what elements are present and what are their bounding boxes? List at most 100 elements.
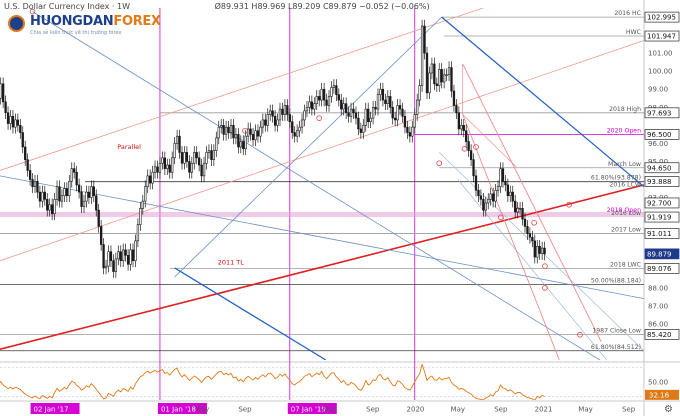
candle-body-217 (479, 195, 483, 200)
candle-body-198 (433, 63, 436, 85)
pivot-marker-8 (531, 220, 537, 226)
candle-body-203 (445, 74, 448, 76)
candle-body-77 (136, 224, 140, 242)
y-tick-0: 86.00 (648, 320, 668, 328)
candle-body-153 (322, 88, 326, 101)
candle-body-83 (151, 171, 154, 184)
candle-body-149 (313, 103, 316, 110)
candle-body-121 (244, 135, 247, 150)
candle-body-35 (33, 180, 37, 188)
candle-body-170 (364, 108, 367, 126)
candle-body-139 (288, 114, 291, 123)
pivot-marker-3 (436, 160, 443, 167)
pivot-marker-5 (473, 144, 479, 150)
candle-body-57 (87, 191, 91, 198)
rsi-pane (0, 364, 644, 400)
candle-body-220 (487, 199, 490, 204)
candle-body-120 (242, 141, 245, 150)
candle-body-24 (6, 112, 10, 124)
candle-body-48 (65, 188, 69, 197)
candle-body-49 (68, 180, 71, 197)
candle-body-47 (63, 188, 66, 197)
candle-body-182 (393, 117, 397, 121)
candle-body-237 (528, 233, 532, 238)
candle-body-64 (104, 265, 108, 269)
candle-body-116 (232, 125, 235, 139)
candle-body-230 (511, 191, 514, 202)
candle-body-63 (102, 244, 105, 269)
candle-body-204 (447, 67, 451, 76)
price-label-box-4 (644, 162, 680, 174)
candle-body-40 (46, 199, 49, 211)
candle-body-44 (55, 186, 59, 200)
candle-body-219 (484, 202, 487, 211)
candle-body-194 (423, 25, 426, 54)
candle-body-70 (119, 251, 122, 262)
candle-body-131 (269, 110, 272, 115)
candle-body-154 (325, 99, 328, 106)
candle-body-105 (205, 152, 208, 164)
candle-body-39 (43, 191, 46, 200)
candle-body-222 (491, 193, 495, 202)
trendline-2 (0, 8, 485, 171)
trendline-4 (32, 11, 601, 360)
candle-body-235 (523, 218, 527, 227)
candle-body-80 (144, 186, 147, 202)
level-annotation-13: 61.80%(84.512) (591, 344, 641, 351)
x-tick-3: Sep (238, 406, 252, 414)
candle-body-142 (295, 130, 299, 137)
candle-body-125 (254, 130, 257, 141)
candle-body-166 (354, 112, 358, 119)
candle-body-102 (197, 157, 201, 166)
level-annotation-4: March Low (608, 161, 641, 168)
candle-body-118 (237, 134, 240, 148)
trendline-7 (174, 267, 327, 360)
candle-body-147 (308, 101, 311, 108)
price-label-box-10 (644, 263, 680, 274)
candle-body-135 (278, 108, 282, 121)
pivot-marker-12 (577, 331, 583, 338)
candle-body-210 (462, 125, 465, 132)
candle-body-218 (482, 199, 485, 211)
candle-body-69 (117, 251, 120, 260)
candle-body-145 (303, 110, 306, 121)
instrument-title: U.S. Dollar Currency Index · 1W (4, 2, 131, 11)
candle-body-225 (499, 168, 502, 188)
candle-body-211 (465, 130, 468, 142)
candle-body-171 (367, 108, 370, 123)
candle-body-75 (131, 249, 135, 262)
candle-body-167 (357, 117, 360, 130)
candle-body-59 (92, 186, 95, 197)
trendline-13 (462, 114, 517, 168)
level-annotation-12: 1987 Close Low (592, 327, 641, 334)
candle-body-110 (217, 126, 220, 139)
candle-body-53 (77, 184, 81, 193)
candle-body-136 (281, 108, 284, 115)
candle-body-46 (60, 195, 64, 202)
x-tick-4: 07 Jan '19 (291, 406, 326, 414)
candle-body-31 (24, 146, 27, 160)
candle-body-241 (538, 245, 541, 254)
candle-body-123 (249, 128, 252, 135)
candle-body-196 (428, 72, 431, 94)
x-tick-box-1 (157, 403, 207, 414)
price-label-box-0 (644, 11, 680, 23)
candle-body-207 (455, 105, 458, 113)
candle-body-226 (501, 168, 505, 182)
x-tick-11: May (578, 406, 592, 414)
candle-body-227 (504, 180, 507, 186)
rsi-y-tick-0: 50.00 (648, 379, 668, 387)
rsi-value-box (645, 389, 679, 400)
candle-body-89 (166, 164, 169, 169)
price-label-box-5 (644, 176, 680, 187)
candle-body-76 (134, 240, 137, 262)
candle-body-50 (70, 168, 73, 182)
candle-body-122 (246, 128, 250, 137)
level-annotation-0: 2016 HC (614, 10, 641, 17)
candle-body-108 (212, 150, 216, 160)
price-label-box-11 (644, 329, 680, 340)
candle-body-158 (335, 85, 338, 95)
candle-body-112 (222, 125, 225, 135)
candle-body-179 (386, 96, 389, 104)
